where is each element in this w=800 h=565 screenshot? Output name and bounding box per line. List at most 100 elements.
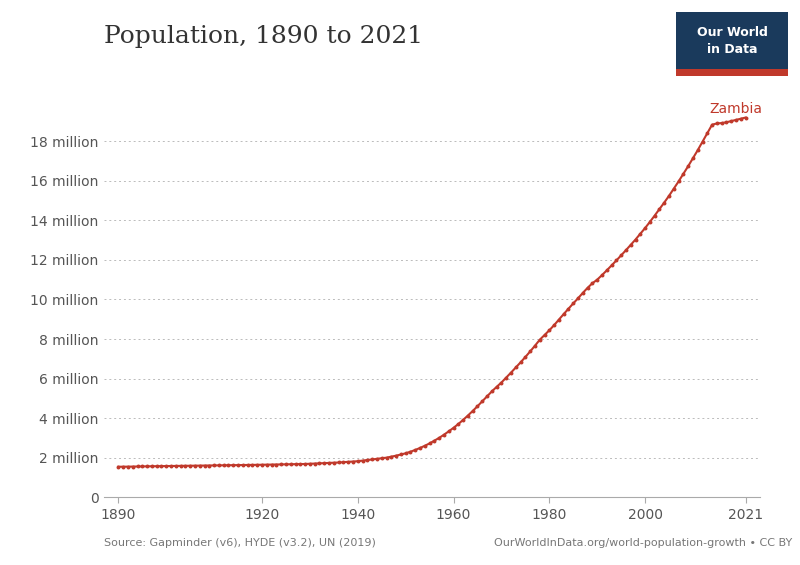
Point: [442, 427, 455, 436]
Point: [577, 288, 590, 297]
Point: [322, 458, 335, 467]
Point: [346, 457, 359, 466]
Point: [481, 392, 494, 401]
Point: [327, 458, 340, 467]
Point: [534, 335, 546, 344]
Point: [710, 119, 723, 128]
Point: [730, 115, 742, 124]
Point: [184, 461, 197, 470]
Point: [160, 462, 173, 471]
Point: [294, 459, 306, 468]
Point: [303, 459, 316, 468]
Point: [677, 170, 690, 179]
Point: [567, 299, 580, 308]
Point: [270, 460, 282, 469]
Point: [595, 271, 608, 280]
Point: [385, 452, 398, 461]
Point: [141, 462, 154, 471]
Point: [198, 461, 211, 470]
Point: [600, 266, 613, 275]
Point: [150, 462, 163, 471]
Point: [662, 192, 675, 201]
Point: [126, 462, 139, 471]
Point: [155, 462, 168, 471]
Point: [686, 154, 699, 163]
Point: [572, 294, 585, 303]
Point: [361, 455, 374, 464]
Point: [404, 447, 417, 457]
Point: [165, 462, 178, 471]
Point: [519, 353, 532, 362]
Point: [505, 368, 518, 377]
Point: [471, 402, 484, 411]
Point: [586, 279, 599, 288]
Point: [218, 461, 230, 470]
Point: [351, 457, 364, 466]
Point: [242, 460, 254, 470]
Point: [332, 458, 345, 467]
Point: [466, 406, 479, 415]
Point: [500, 373, 513, 382]
Text: Source: Gapminder (v6), HYDE (v3.2), UN (2019): Source: Gapminder (v6), HYDE (v3.2), UN …: [104, 538, 376, 548]
Point: [553, 315, 566, 324]
Point: [313, 459, 326, 468]
Point: [725, 116, 738, 125]
Point: [261, 460, 274, 469]
Point: [428, 436, 441, 445]
Point: [614, 251, 627, 260]
Point: [246, 460, 259, 470]
Point: [706, 120, 718, 129]
Point: [624, 240, 637, 249]
Point: [691, 146, 704, 155]
Point: [643, 218, 656, 227]
Point: [399, 449, 412, 458]
Point: [170, 462, 182, 471]
Point: [208, 461, 221, 470]
Point: [122, 462, 134, 471]
Point: [117, 462, 130, 471]
Point: [543, 326, 556, 335]
Point: [648, 211, 661, 220]
Text: OurWorldInData.org/world-population-growth • CC BY: OurWorldInData.org/world-population-grow…: [494, 538, 792, 548]
Point: [672, 177, 685, 186]
Point: [227, 460, 240, 470]
Point: [213, 461, 226, 470]
Point: [390, 451, 402, 460]
Point: [174, 462, 187, 471]
Point: [194, 461, 206, 470]
Point: [136, 462, 149, 471]
Point: [447, 423, 460, 432]
Point: [418, 441, 431, 450]
Point: [222, 460, 235, 470]
Point: [658, 198, 670, 207]
Point: [375, 454, 388, 463]
Point: [433, 433, 446, 442]
Point: [495, 378, 508, 387]
Point: [739, 113, 752, 122]
Point: [203, 461, 216, 470]
Point: [486, 387, 498, 396]
Point: [251, 460, 264, 470]
Point: [179, 461, 192, 470]
Point: [438, 430, 450, 439]
Text: Zambia: Zambia: [710, 102, 762, 116]
Point: [274, 460, 287, 469]
Point: [256, 460, 269, 470]
Point: [337, 458, 350, 467]
Text: Our World
in Data: Our World in Data: [697, 25, 767, 56]
Point: [682, 162, 694, 171]
Point: [548, 321, 561, 330]
Point: [409, 445, 422, 454]
Point: [414, 444, 426, 453]
Point: [370, 454, 383, 463]
Point: [237, 460, 250, 470]
Point: [452, 419, 465, 429]
Point: [524, 347, 537, 356]
Point: [634, 229, 646, 238]
Point: [696, 137, 709, 146]
Point: [366, 455, 378, 464]
Point: [423, 439, 436, 448]
Point: [510, 363, 522, 372]
Point: [610, 256, 622, 265]
Point: [232, 460, 245, 470]
